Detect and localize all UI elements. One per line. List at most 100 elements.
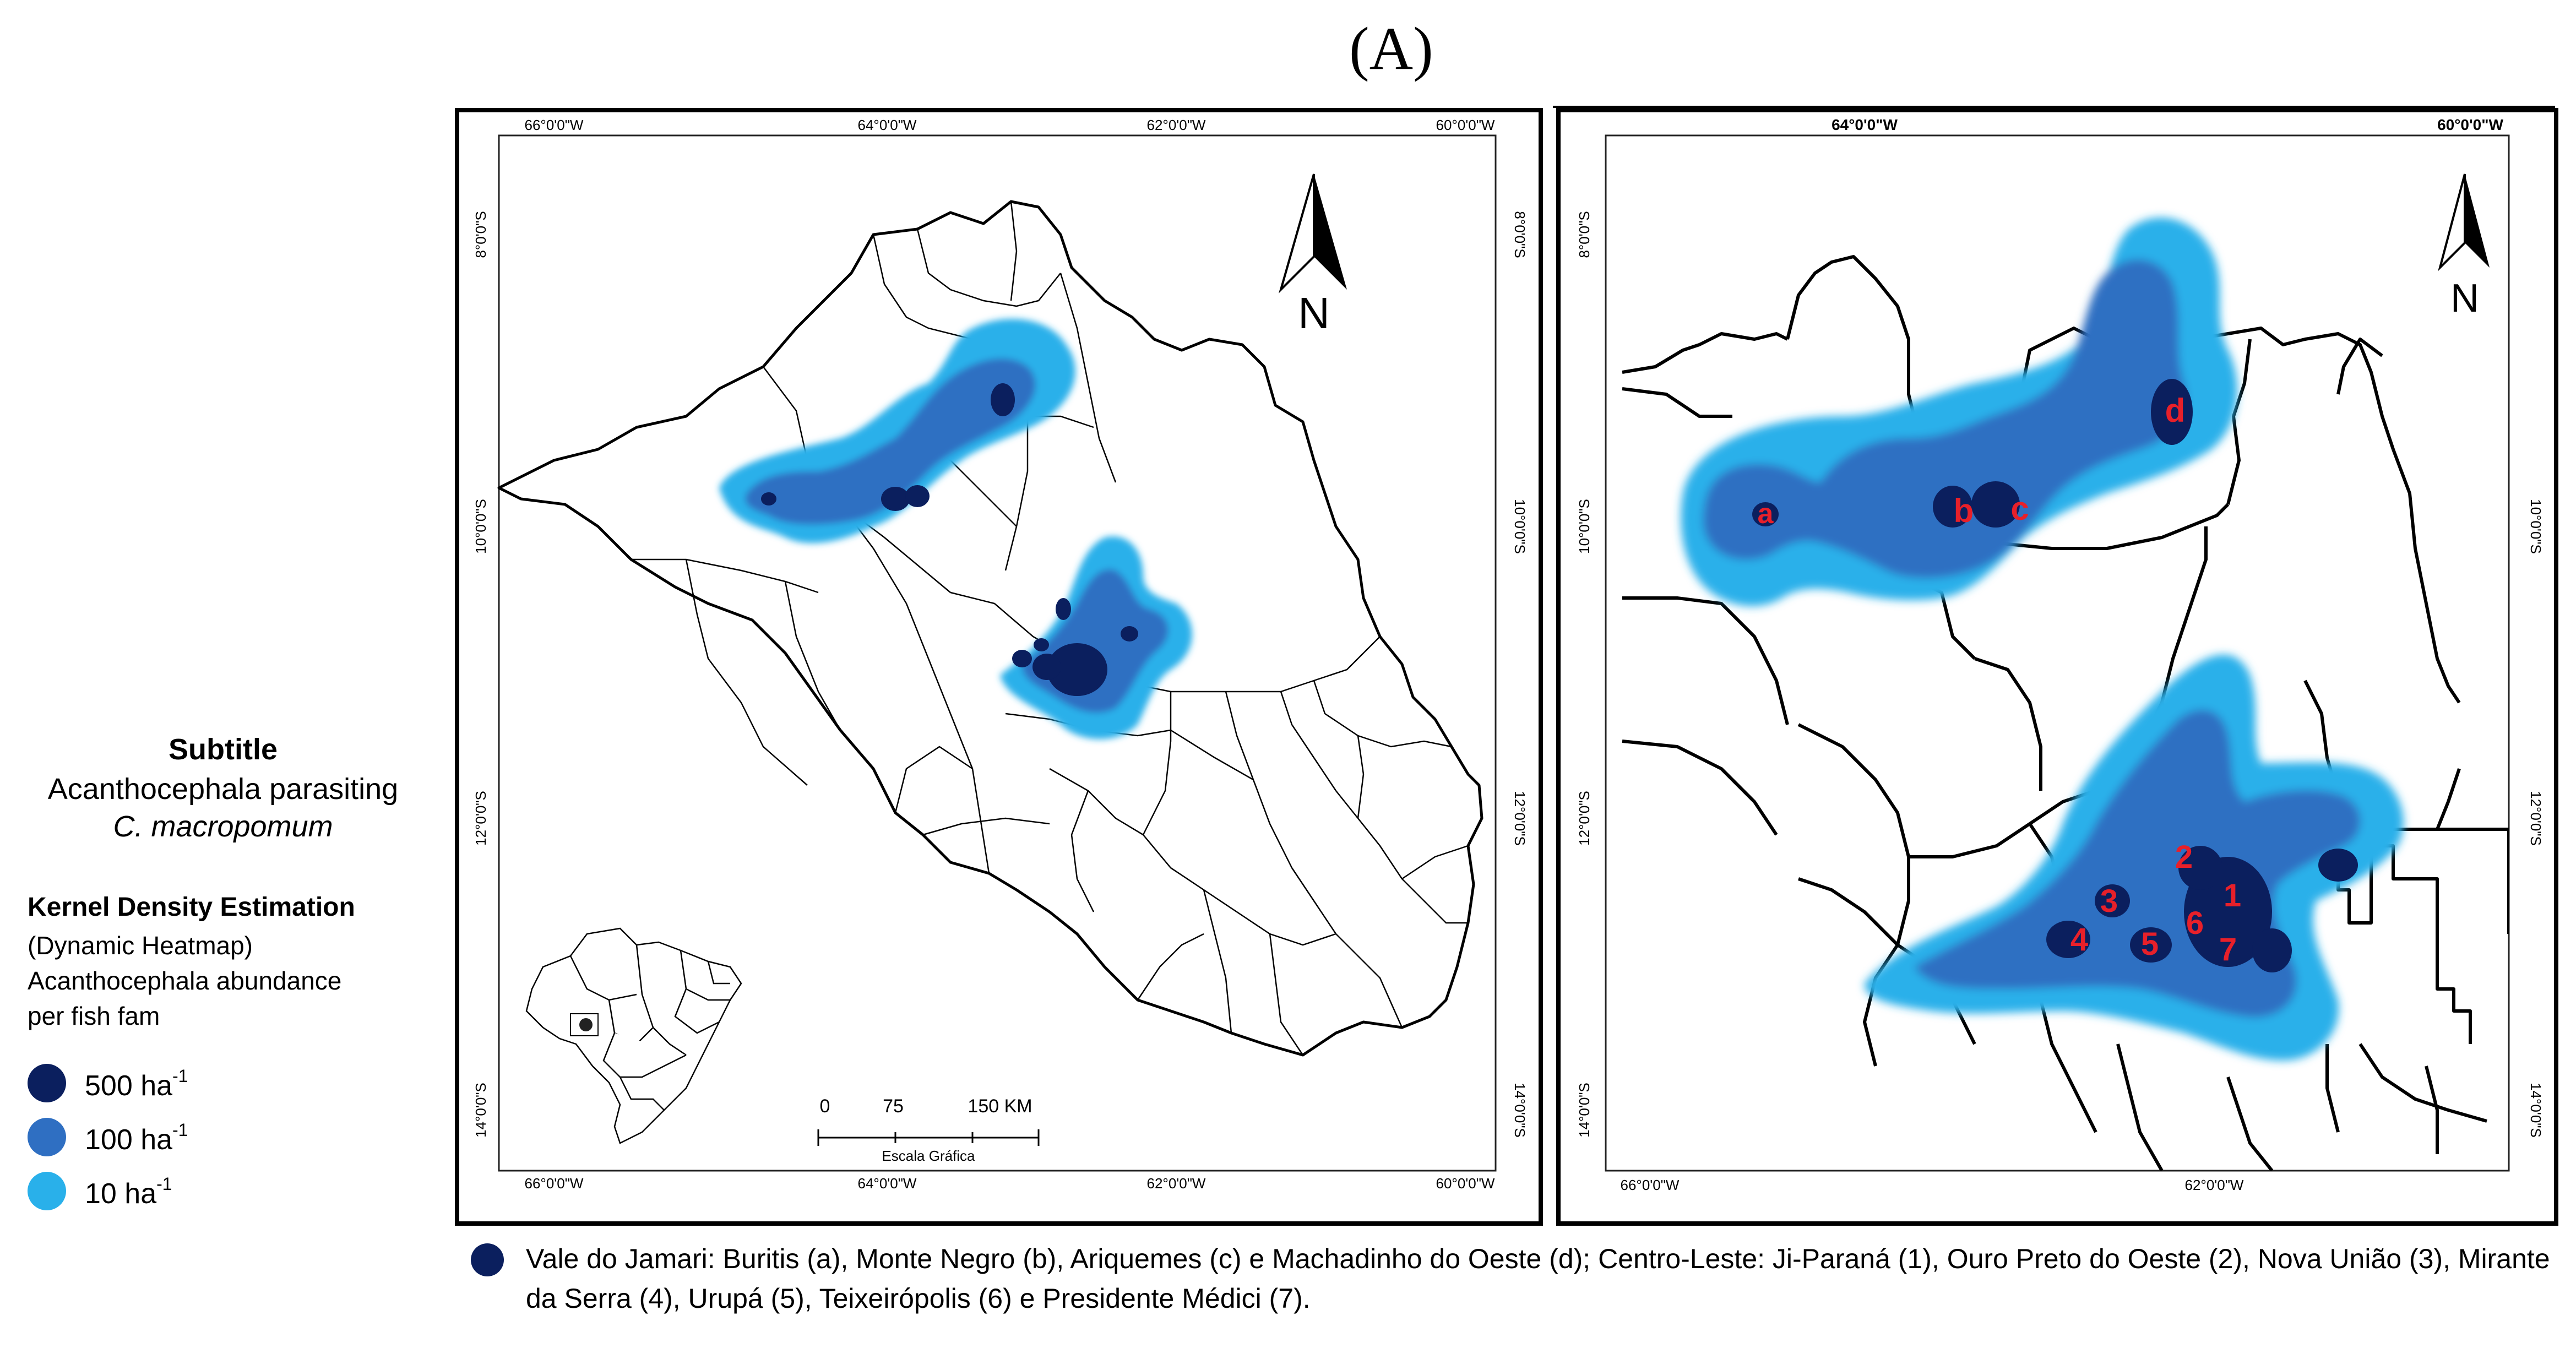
kde-core [1752, 502, 1779, 526]
top-tick-label: 64°0'0"W [1832, 116, 1898, 133]
kde-core [1032, 654, 1061, 680]
bottom-tick-label: 62°0'0"W [2185, 1177, 2244, 1193]
kde-core [2178, 846, 2222, 890]
side-tick-label: 10°0'0"S [2528, 499, 2544, 554]
bottom-tick-label: 64°0'0"W [858, 1175, 917, 1192]
map-rondonia-overview: 66°0'0"W 64°0'0"W 62°0'0"W 60°0'0"W 66°0… [455, 108, 1543, 1226]
point-label-c: c [2010, 490, 2029, 527]
top-tick-label: 60°0'0"W [2437, 116, 2503, 133]
point-label-3: 3 [2100, 883, 2118, 919]
scale-label-75: 75 [883, 1096, 904, 1117]
side-tick-label: 12°0'0"S [1512, 791, 1528, 846]
kde-core [2252, 928, 2292, 972]
side-tick-label: 14°0'0"S [2528, 1083, 2544, 1138]
kde-core [905, 485, 930, 507]
map-frame [1556, 108, 2558, 1226]
point-label-d: d [2165, 392, 2186, 429]
legend-swatch-100 [28, 1118, 66, 1156]
graticule-frame [1605, 134, 2510, 1172]
point-label-4: 4 [2070, 922, 2088, 958]
legend-species-line1: Acanthocephala parasiting [47, 773, 399, 806]
kde-core [2095, 884, 2130, 917]
kde-core [991, 383, 1015, 416]
side-tick-label: 8°0'0"S [1512, 211, 1528, 258]
kde-core [1121, 626, 1138, 642]
legend-swatch-500 [28, 1064, 66, 1102]
inset-locator-mark [579, 1018, 593, 1031]
top-tick-label: 66°0'0"W [525, 117, 584, 133]
bottom-tick-label: 60°0'0"W [1436, 1175, 1495, 1192]
north-arrow: N [2438, 173, 2490, 320]
kde-mid-north [745, 358, 1036, 525]
state-outline [497, 200, 1483, 1057]
kde-cores [1752, 379, 2358, 972]
legend-kde-line1: (Dynamic Heatmap) [28, 931, 253, 960]
legend-label-100: 100 ha-1 [85, 1120, 188, 1156]
legend-label-10: 10 ha-1 [85, 1174, 172, 1210]
kde-core [1933, 486, 1972, 528]
kde-core [1034, 638, 1049, 651]
side-tick-label: 14°0'0"S [1576, 1083, 1593, 1138]
kde-mid-north [1703, 259, 2187, 578]
legend-kde-title: Kernel Density Estimation [28, 893, 355, 922]
inset-locator-box [570, 1013, 599, 1036]
point-label-5: 5 [2141, 926, 2159, 962]
point-label-1: 1 [2224, 878, 2241, 914]
panel-divider [1553, 106, 2555, 108]
kde-cores [761, 383, 1138, 696]
side-tick-label: 10°0'0"S [1512, 499, 1528, 554]
caption-bullet [471, 1243, 504, 1276]
north-arrow-right-half [2465, 174, 2490, 268]
legend-kde-line3: per fish fam [28, 1002, 160, 1030]
side-tick-label: 12°0'0"S [472, 791, 489, 846]
side-tick-label: 8°0'0"S [1576, 211, 1593, 258]
top-tick-label: 60°0'0"W [1436, 117, 1495, 133]
side-tick-label: 12°0'0"S [1576, 791, 1593, 846]
side-tick-label: 10°0'0"S [472, 499, 489, 554]
north-label: N [1298, 289, 1330, 338]
side-tick-label: 8°0'0"S [472, 211, 489, 258]
point-label-7: 7 [2219, 932, 2237, 967]
legend-species-line2: C. macropomum [113, 810, 333, 843]
graticule-frame [498, 134, 1497, 1172]
legend-kde-line2: Acanthocephala abundance [28, 966, 342, 995]
legend-swatch-10 [28, 1172, 66, 1210]
side-tick-label: 12°0'0"S [2528, 791, 2544, 846]
north-arrow-right-half [1314, 174, 1347, 290]
bottom-tick-label: 66°0'0"W [525, 1175, 584, 1192]
point-label-2: 2 [2175, 839, 2193, 875]
kde-core [1012, 650, 1032, 667]
brazil-inset-map [525, 927, 742, 1144]
bottom-tick-label: 62°0'0"W [1147, 1175, 1206, 1192]
scale-bar: 0 75 150 KM Escala Gráfica [817, 1096, 1040, 1164]
point-label-b: b [1954, 492, 1974, 529]
scale-label-0: 0 [820, 1096, 830, 1117]
kde-core [2130, 927, 2172, 963]
side-tick-label: 10°0'0"S [1576, 499, 1593, 554]
legend-label-500: 500 ha-1 [85, 1066, 188, 1102]
kde-core [2318, 849, 2358, 882]
scale-title: Escala Gráfica [882, 1148, 975, 1164]
kde-core [1047, 643, 1107, 696]
kde-core [2151, 379, 2193, 445]
kde-core [1056, 598, 1071, 620]
legend-subtitle: Subtitle [169, 733, 278, 766]
north-label: N [2450, 276, 2479, 320]
caption-text: Vale do Jamari: Buritis (a), Monte Negro… [526, 1243, 2550, 1314]
side-tick-label: 14°0'0"S [472, 1083, 489, 1138]
side-tick-label: 14°0'0"S [1512, 1083, 1528, 1138]
bottom-tick-label: 66°0'0"W [1621, 1177, 1680, 1193]
top-tick-label: 62°0'0"W [1147, 117, 1206, 133]
municipality-borders [631, 201, 1469, 1056]
kde-core [1971, 481, 2020, 528]
point-label-6: 6 [2186, 905, 2204, 941]
kde-core [881, 487, 910, 511]
panel-label: (A) [1349, 15, 1433, 82]
map-study-area-zoom: 64°0'0"W 60°0'0"W 66°0'0"W 62°0'0"W 8°0'… [1556, 108, 2558, 1226]
top-tick-label: 64°0'0"W [858, 117, 917, 133]
kde-core [2046, 921, 2090, 958]
point-label-a: a [1758, 498, 1774, 530]
point-labels: a b c d 1 2 3 4 5 6 7 [1758, 392, 2242, 967]
kde-core [761, 492, 776, 505]
north-arrow: N [1278, 173, 1347, 338]
